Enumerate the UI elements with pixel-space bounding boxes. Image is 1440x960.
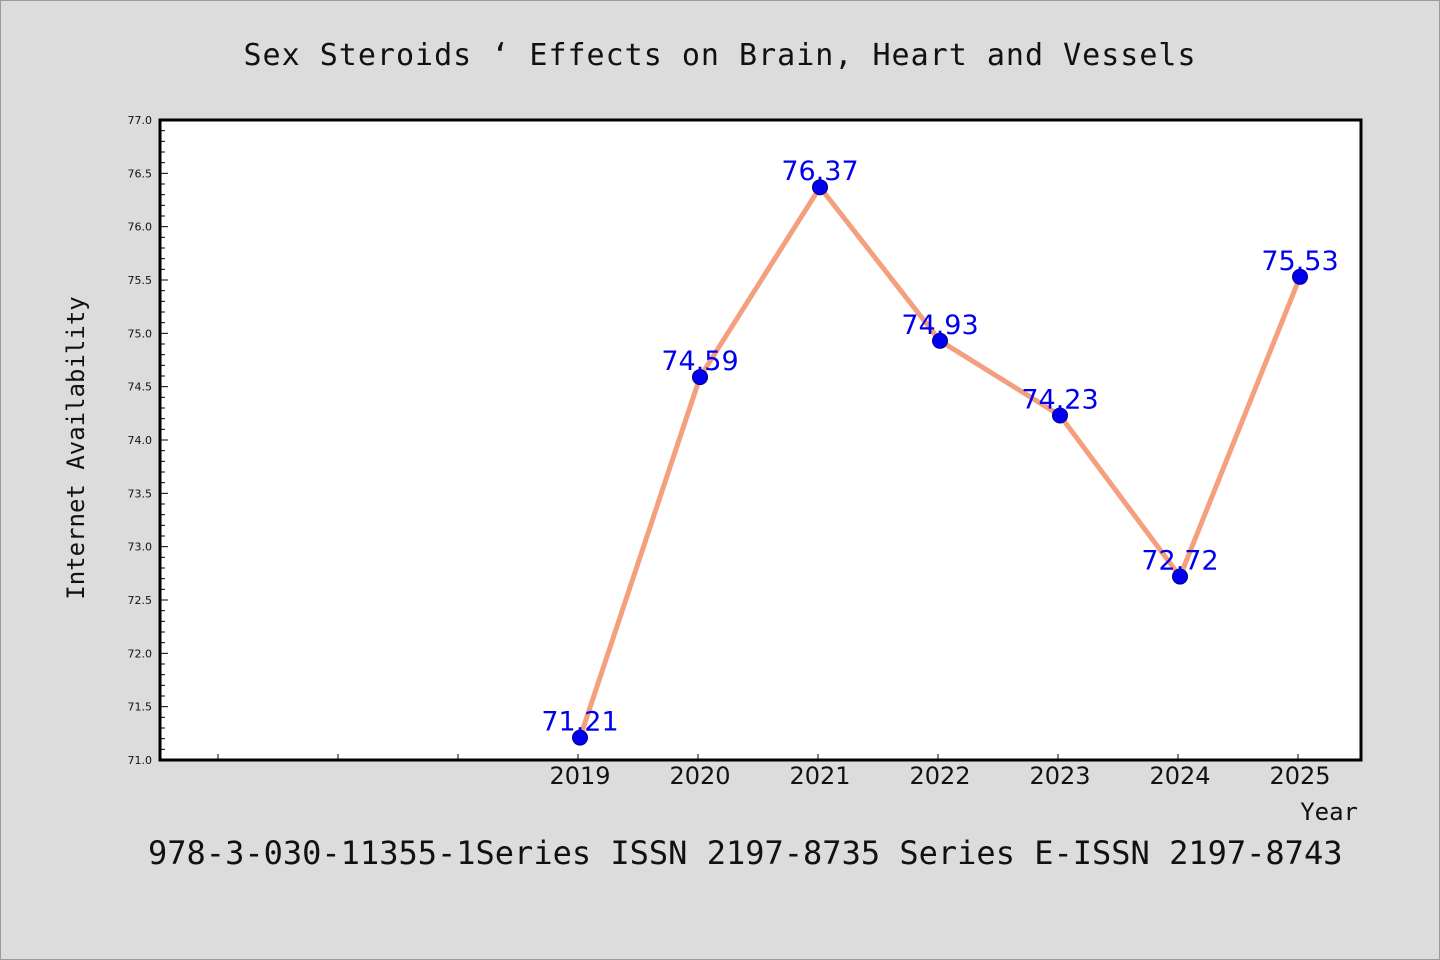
y-tick-label: 72.0: [128, 647, 153, 660]
x-axis-ticks: 2019 2020 2021 2022 2023 2024 2025: [217, 754, 1331, 790]
x-tick-label: 2020: [669, 762, 730, 790]
x-tick-label: 2019: [549, 762, 610, 790]
series-points-group: [572, 179, 1308, 746]
y-tick-label: 75.0: [128, 327, 153, 340]
y-tick-label: 71.0: [128, 754, 153, 767]
data-label: 74.93: [901, 310, 978, 341]
y-axis-label: Internet Availability: [62, 296, 90, 599]
data-point: [692, 369, 708, 386]
data-label: 74.59: [661, 346, 738, 377]
y-tick-label: 76.0: [128, 221, 153, 234]
y-axis-ticks: 71.0 71.5 72.0 72.5 73.0 73.5 74.0 74.5 75.0 75.5…: [128, 114, 153, 767]
data-point: [1172, 568, 1188, 585]
data-point: [572, 729, 588, 746]
data-labels-group: 71.21 74.59 76.37 74.93 74.23 72.72 75.53: [541, 156, 1338, 737]
data-label: 75.53: [1261, 246, 1338, 277]
y-tick-label: 72.5: [128, 594, 153, 607]
data-point: [932, 332, 948, 349]
data-point: [812, 179, 828, 196]
data-point: [1052, 407, 1068, 424]
x-tick-label: 2025: [1269, 762, 1330, 790]
x-tick-label: 2021: [789, 762, 850, 790]
x-tick-label: 2022: [909, 762, 970, 790]
data-label: 74.23: [1021, 384, 1098, 415]
y-tick-label: 73.5: [128, 487, 153, 500]
y-tick-label: 74.0: [128, 434, 153, 447]
x-tick-label: 2024: [1149, 762, 1210, 790]
y-tick-label: 71.5: [128, 701, 153, 714]
y-tick-label: 73.0: [128, 541, 153, 554]
data-label: 72.72: [1141, 546, 1218, 577]
plot-area: [160, 120, 1361, 760]
footer-text: 978-3-030-11355-1Series ISSN 2197-8735 S…: [148, 834, 1343, 872]
y-tick-label: 75.5: [128, 274, 153, 287]
y-tick-label: 74.5: [128, 381, 153, 394]
data-label: 71.21: [541, 707, 618, 738]
chart-title: Sex Steroids ‘ Effects on Brain, Heart a…: [243, 38, 1197, 73]
data-point: [1292, 268, 1308, 285]
plot-border: [158, 118, 1363, 762]
y-tick-label: 76.5: [128, 167, 153, 180]
y-tick-label: 77.0: [128, 114, 153, 127]
data-label: 76.37: [781, 156, 858, 187]
x-axis-label: Year: [1300, 798, 1358, 826]
x-tick-label: 2023: [1029, 762, 1090, 790]
